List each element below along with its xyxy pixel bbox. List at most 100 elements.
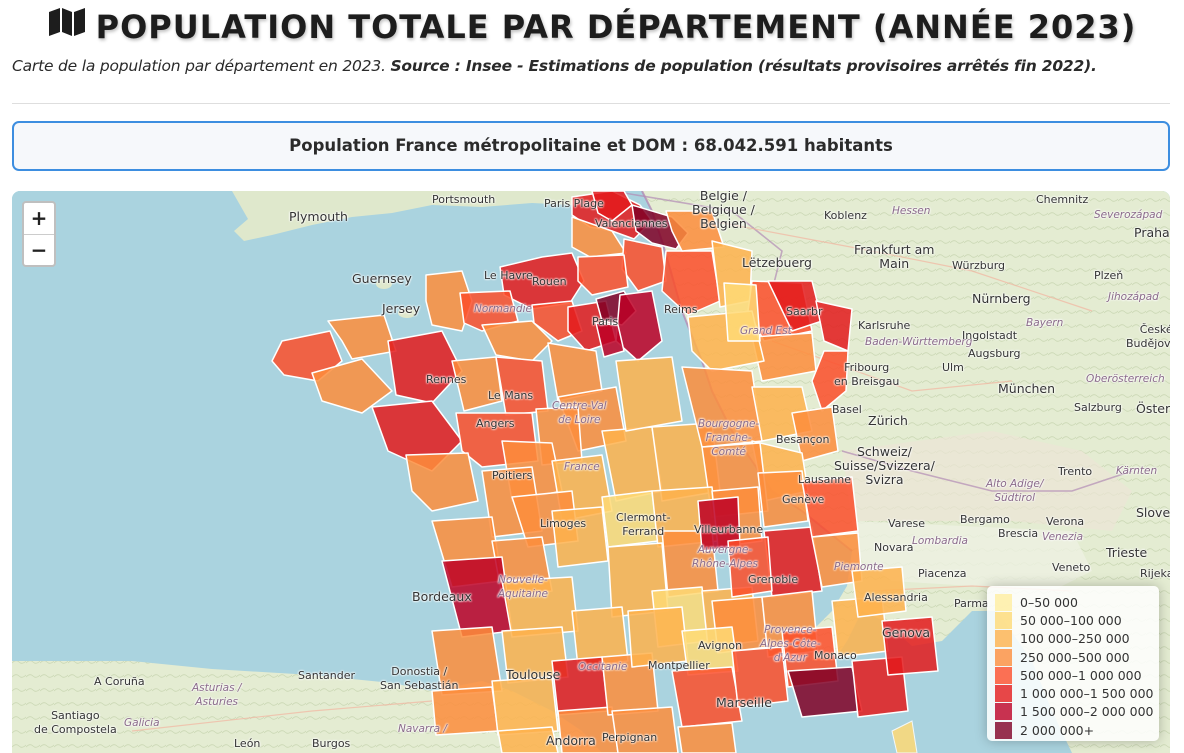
dept-ille-vilaine[interactable] bbox=[387, 330, 463, 404]
label-ulm: Ulm bbox=[942, 361, 964, 374]
label-lombardia: Lombardia bbox=[912, 535, 968, 547]
dept-vendee[interactable] bbox=[405, 452, 479, 512]
label-montpellier: Montpellier bbox=[648, 659, 710, 672]
population-summary-box: Population France métropolitaine et DOM … bbox=[12, 121, 1170, 171]
dept-aude[interactable] bbox=[611, 706, 679, 753]
dept-essonne[interactable] bbox=[595, 322, 625, 358]
dept-haute-vienne[interactable] bbox=[551, 506, 609, 568]
label-bourgogne: Bourgogne- Franche- Comté bbox=[698, 418, 760, 458]
label-lausanne: Lausanne bbox=[798, 473, 852, 486]
dept-herault[interactable] bbox=[671, 666, 743, 728]
legend-label: 100 000–250 000 bbox=[1020, 631, 1130, 647]
dept-haute-savoie[interactable] bbox=[801, 476, 859, 538]
dept-vosges[interactable] bbox=[751, 332, 817, 382]
label-koblenz: Koblenz bbox=[824, 209, 867, 222]
label-veneto: Veneto bbox=[1052, 561, 1091, 574]
dept-pas-de-calais[interactable] bbox=[591, 191, 633, 222]
land-england bbox=[232, 191, 612, 241]
border-line-alps bbox=[841, 450, 1133, 492]
dept-bouches-du-rhone[interactable] bbox=[787, 666, 863, 718]
label-augsburg: Augsburg bbox=[968, 347, 1021, 360]
legend-label: 500 000–1 000 000 bbox=[1020, 667, 1142, 683]
dept-haute-marne[interactable] bbox=[723, 282, 761, 342]
label-occitanie: Occitanie bbox=[578, 661, 628, 673]
dept-sarthe[interactable] bbox=[495, 356, 549, 416]
zoom-out-button[interactable]: − bbox=[30, 238, 48, 262]
label-villeurbanne: Villeurbanne bbox=[694, 523, 764, 536]
dept-manche[interactable] bbox=[425, 270, 473, 332]
label-galicia: Galicia bbox=[124, 717, 160, 729]
dept-morbihan[interactable] bbox=[311, 358, 393, 414]
label-paris-plage: Paris Plage bbox=[544, 197, 604, 210]
legend-item: 1 500 000–2 000 000 bbox=[995, 703, 1159, 721]
dept-aveyron[interactable] bbox=[627, 606, 689, 668]
label-munchen: München bbox=[998, 381, 1056, 396]
label-bordeaux: Bordeaux bbox=[412, 589, 472, 604]
dept-gard[interactable] bbox=[731, 646, 789, 708]
label-grand-est: Grand Est bbox=[740, 325, 792, 337]
legend-item: 250 000–500 000 bbox=[995, 648, 1159, 666]
label-santander: Santander bbox=[298, 669, 355, 682]
dept-mayenne[interactable] bbox=[451, 356, 503, 412]
label-normandie: Normandie bbox=[474, 303, 532, 315]
choropleth-map[interactable]: Plymouth Portsmouth Guernsey Jersey Pari… bbox=[12, 191, 1170, 753]
label-clermont: Clermont- Ferrand bbox=[616, 511, 671, 538]
label-valenciennes: Valenciennes bbox=[595, 217, 668, 230]
zoom-in-button[interactable]: + bbox=[24, 203, 54, 235]
legend-item: 1 000 000–1 500 000 bbox=[995, 684, 1159, 703]
dept-hautes-alpes[interactable] bbox=[851, 566, 907, 618]
dept-ain[interactable] bbox=[757, 470, 809, 528]
dept-hautes-pyrenees[interactable] bbox=[497, 726, 559, 753]
dept-orne[interactable] bbox=[481, 320, 553, 362]
label-trento: Trento bbox=[1058, 465, 1093, 478]
legend-swatch bbox=[995, 648, 1012, 666]
label-zurich: Zürich bbox=[868, 413, 908, 428]
label-brescia: Brescia bbox=[998, 527, 1039, 540]
label-angers: Angers bbox=[476, 417, 515, 430]
legend-item: 500 000–1 000 000 bbox=[995, 666, 1159, 684]
label-venezia: Venezia bbox=[1042, 531, 1084, 543]
label-baden: Baden-Württemberg bbox=[865, 336, 973, 348]
label-burgos: Burgos bbox=[312, 737, 351, 750]
label-slover: Slover bbox=[1136, 505, 1170, 520]
land-guernsey bbox=[376, 279, 392, 289]
label-a-coruna: A Coruña bbox=[94, 675, 145, 688]
label-reims: Reims bbox=[664, 303, 698, 316]
label-geneve: Genève bbox=[782, 493, 825, 506]
map-icon bbox=[48, 7, 86, 45]
label-jihozapad: Jihozápad bbox=[1108, 291, 1159, 303]
dept-drome-north[interactable] bbox=[727, 536, 773, 598]
dept-cotes-armor[interactable] bbox=[327, 314, 397, 360]
land-alps bbox=[842, 431, 1132, 531]
dept-yonne[interactable] bbox=[615, 356, 683, 432]
label-basel: Basel bbox=[832, 403, 862, 416]
legend-label: 250 000–500 000 bbox=[1020, 649, 1130, 665]
label-fribourg: Fribourg en Breisgau bbox=[834, 361, 900, 388]
legend-swatch bbox=[995, 593, 1012, 611]
label-donostia: Donostia / San Sebastián bbox=[380, 665, 459, 692]
dept-ardennes[interactable] bbox=[665, 210, 725, 252]
label-centre-val: Centre-Val de Loire bbox=[552, 400, 607, 426]
label-bayern: Bayern bbox=[1026, 317, 1064, 329]
label-karlsruhe: Karlsruhe bbox=[858, 319, 911, 332]
label-oberosterreich: Oberösterreich bbox=[1086, 373, 1165, 385]
label-severozapad: Severozápad bbox=[1094, 209, 1163, 221]
dept-haut-rhin[interactable] bbox=[811, 350, 849, 412]
label-genova: Genova bbox=[882, 625, 931, 640]
dept-corse[interactable] bbox=[891, 720, 918, 753]
label-avignon: Avignon bbox=[698, 639, 743, 652]
dept-marne[interactable] bbox=[661, 250, 721, 316]
label-varese: Varese bbox=[888, 517, 925, 530]
label-chemnitz: Chemnitz bbox=[1036, 193, 1089, 206]
dept-doubs[interactable] bbox=[791, 406, 839, 462]
label-grenoble: Grenoble bbox=[748, 573, 799, 586]
legend-label: 1 000 000–1 500 000 bbox=[1020, 686, 1154, 702]
dept-gers[interactable] bbox=[491, 676, 559, 736]
page-title-text: POPULATION TOTALE PAR DÉPARTEMENT (ANNÉE… bbox=[95, 8, 1137, 46]
label-marseille: Marseille bbox=[716, 695, 772, 710]
dept-alpes-maritimes[interactable] bbox=[881, 616, 939, 676]
subtitle-source: Source : Insee - Estimations de populati… bbox=[390, 57, 1097, 75]
dept-ariege[interactable] bbox=[557, 706, 619, 753]
dept-pyrenees-orientales[interactable] bbox=[677, 722, 737, 753]
dept-oise[interactable] bbox=[577, 254, 629, 296]
